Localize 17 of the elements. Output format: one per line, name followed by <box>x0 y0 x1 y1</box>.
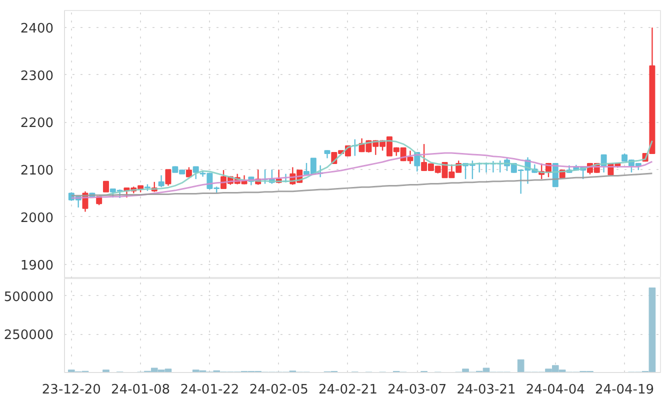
x-tick-label: 24-03-21 <box>456 382 516 396</box>
x-tick-label: 24-03-07 <box>388 382 447 396</box>
x-tick-label: 24-04-19 <box>595 382 654 396</box>
x-tick-label: 24-04-04 <box>526 382 585 396</box>
y-tick-label: 2200 <box>20 116 54 132</box>
y-tick-label: 2100 <box>20 164 54 179</box>
x-tick-label: 24-01-08 <box>111 382 170 396</box>
y-tick-label: 2400 <box>20 22 54 37</box>
x-tick-label: 23-12-20 <box>42 382 101 396</box>
y-tick-label: 500000 <box>4 290 54 305</box>
y-tick-label: 250000 <box>4 328 54 344</box>
x-tick-label: 24-02-05 <box>249 382 308 396</box>
y-tick-label: 2300 <box>20 68 54 84</box>
x-tick-label: 24-02-21 <box>318 382 378 396</box>
x-tick-label: 24-01-22 <box>180 382 240 396</box>
y-tick-label: 1900 <box>20 258 54 274</box>
y-tick-label: 2000 <box>20 210 54 226</box>
